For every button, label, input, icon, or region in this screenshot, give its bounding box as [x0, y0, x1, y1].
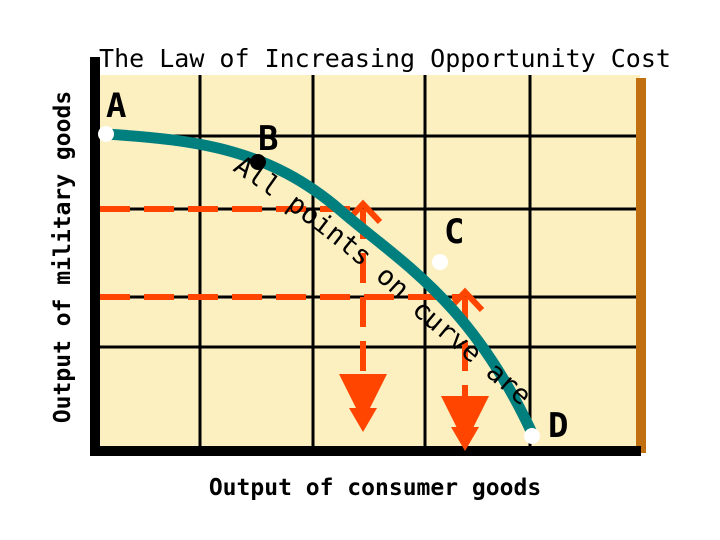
arrowhead-c [451, 427, 479, 451]
diagram-title: The Law of Increasing Opportunity Cost [99, 44, 671, 73]
arrowhead-b [349, 408, 377, 432]
y-axis-label: Output of military goods [50, 91, 76, 423]
point-d-label: D [548, 406, 568, 446]
point-d-marker [524, 428, 540, 444]
ppf-curve [100, 128, 538, 439]
point-a-label: A [106, 86, 126, 126]
point-b-label: B [258, 119, 278, 159]
axes [90, 57, 641, 456]
point-c-label: C [444, 212, 464, 252]
point-a-marker [98, 126, 114, 142]
x-axis-label: Output of consumer goods [209, 475, 541, 501]
right-edge-bar [636, 78, 646, 453]
point-c-marker [432, 254, 448, 270]
point-b-marker [250, 154, 266, 170]
